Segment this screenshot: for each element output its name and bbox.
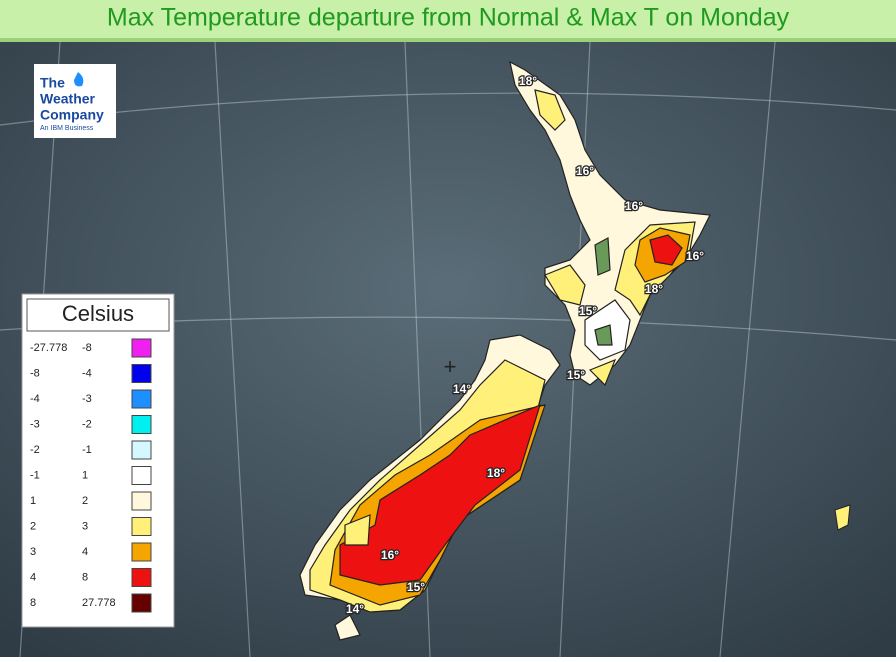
legend: Celsius -27.778 -8 -8 -4 -4 -3 -3 -2 -2 -1 -1 1 1 2 2 3… [21, 293, 175, 628]
temperature-label: 18° [519, 74, 537, 88]
logo-text: Weather [40, 91, 96, 107]
legend-from: 1 [30, 495, 36, 507]
legend-to: 8 [82, 571, 88, 583]
legend-to: -1 [82, 444, 92, 456]
legend-swatch [131, 415, 152, 434]
legend-from: -4 [30, 393, 40, 405]
temperature-label: 18° [645, 282, 663, 296]
temperature-label: 14° [453, 382, 471, 396]
legend-swatch [131, 440, 152, 460]
legend-from: -2 [30, 444, 40, 456]
logo-text: The [40, 75, 65, 91]
legend-from: -27.778 [30, 342, 67, 354]
legend-to: 3 [82, 520, 88, 532]
legend-from: 8 [30, 597, 36, 609]
temperature-label: 18° [487, 466, 505, 480]
legend-from: 4 [30, 571, 36, 583]
legend-from: -1 [30, 469, 40, 481]
legend-to: 1 [82, 469, 88, 481]
logo-tagline: An IBM Business [40, 125, 94, 132]
legend-title-box [26, 298, 170, 332]
temperature-label: 16° [576, 164, 594, 178]
legend-from: 3 [30, 546, 36, 558]
map-labels: 18° 16° 16° 16° 18° 15° 15° 14° 18° 16° 15° 14° [345, 73, 706, 618]
title-rule [0, 38, 896, 42]
legend-swatch [131, 568, 152, 587]
temperature-label: 16° [686, 249, 704, 263]
legend-swatch [131, 389, 152, 409]
legend-swatch [131, 338, 152, 358]
title: Max Temperature departure from Normal & … [107, 4, 790, 32]
legend-swatch [131, 517, 152, 536]
logo-text: Company [40, 107, 104, 123]
logo: The Weather Company An IBM Business [34, 64, 116, 138]
legend-to: -8 [82, 342, 92, 354]
legend-swatch [131, 542, 152, 562]
legend-to: 2 [82, 495, 88, 507]
legend-swatch [131, 364, 152, 383]
legend-to: -4 [82, 367, 92, 379]
legend-to: -3 [82, 393, 92, 405]
south-island [299, 334, 561, 641]
legend-title: Celsius [62, 301, 134, 326]
legend-to: -2 [82, 418, 92, 430]
temperature-label: 15° [407, 580, 425, 594]
legend-swatch [131, 491, 152, 511]
legend-to: 27.778 [82, 597, 116, 609]
legend-from: -8 [30, 367, 40, 379]
temperature-label: 16° [381, 548, 399, 562]
legend-from: 2 [30, 520, 36, 532]
title-bar [0, 0, 896, 40]
logo-drop [74, 72, 84, 87]
temperature-label: 15° [567, 368, 585, 382]
logo-box [34, 64, 116, 138]
legend-swatch [131, 593, 152, 613]
chatham-islands [834, 504, 851, 531]
temperature-label: 15° [579, 304, 597, 318]
temperature-label: 16° [625, 199, 643, 213]
legend-to: 4 [82, 546, 88, 558]
legend-from: -3 [30, 418, 40, 430]
north-island [509, 60, 711, 387]
temperature-label: 14° [346, 602, 364, 616]
legend-swatch [131, 466, 152, 485]
crosshair: + [444, 354, 457, 379]
